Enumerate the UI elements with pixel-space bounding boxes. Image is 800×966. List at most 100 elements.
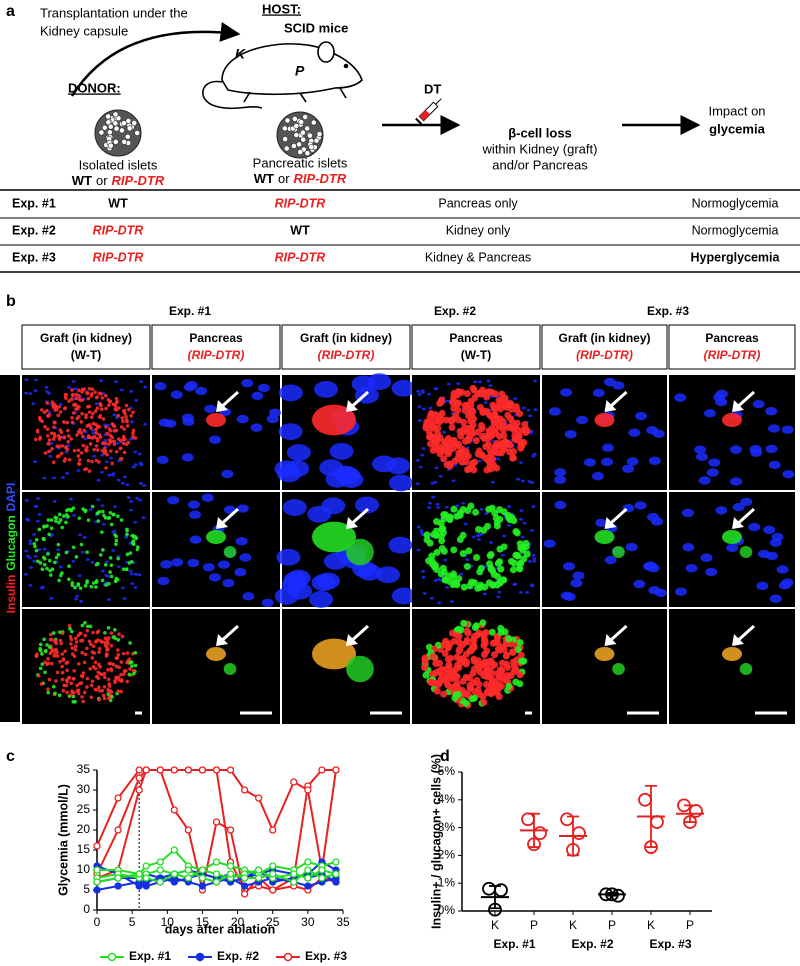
nucleus bbox=[782, 470, 795, 479]
stain-cell bbox=[501, 394, 509, 402]
nucleus bbox=[652, 429, 665, 438]
stain-cell bbox=[88, 642, 93, 647]
stain-cell bbox=[60, 664, 65, 669]
point bbox=[240, 874, 249, 882]
stain-cell bbox=[98, 672, 102, 676]
nucleus bbox=[24, 549, 29, 553]
stain-cell bbox=[489, 455, 497, 463]
islet-cell bbox=[281, 125, 288, 132]
islet-cell bbox=[297, 149, 304, 155]
stain-cell bbox=[64, 661, 69, 665]
stain-cell bbox=[498, 682, 506, 690]
nucleus bbox=[35, 519, 40, 523]
nucleus bbox=[715, 506, 728, 515]
stain-cell bbox=[503, 660, 511, 668]
stain-cell bbox=[43, 557, 47, 561]
stain-blob bbox=[206, 413, 226, 427]
stain-cell bbox=[95, 424, 100, 429]
nucleus bbox=[461, 501, 466, 505]
nucleus bbox=[56, 548, 61, 552]
stain-cell bbox=[42, 410, 47, 415]
stain-cell bbox=[485, 411, 493, 419]
nucleus bbox=[133, 463, 138, 467]
nucleus bbox=[24, 378, 29, 382]
nucleus bbox=[131, 465, 136, 469]
stain-cell bbox=[125, 660, 129, 665]
nucleus bbox=[158, 418, 171, 427]
point bbox=[269, 826, 277, 834]
point bbox=[93, 866, 101, 874]
point bbox=[170, 766, 178, 774]
stain-cell bbox=[47, 438, 52, 442]
stain-cell bbox=[440, 690, 448, 698]
stain-cell bbox=[452, 412, 460, 420]
stain-cell bbox=[522, 425, 530, 433]
x-tick-label: P bbox=[686, 918, 694, 932]
stain-cell bbox=[47, 677, 52, 682]
stain-cell bbox=[64, 683, 69, 688]
nucleus bbox=[66, 386, 71, 389]
stain-cell bbox=[45, 643, 49, 647]
stain-cell bbox=[131, 534, 136, 538]
stain-cell bbox=[440, 455, 448, 463]
x-tick-label: K bbox=[491, 918, 499, 932]
nucleus bbox=[602, 443, 615, 452]
point bbox=[304, 786, 312, 794]
micrograph bbox=[669, 609, 795, 724]
stain-cell bbox=[86, 435, 91, 440]
stain-cell bbox=[433, 687, 441, 695]
point bbox=[255, 874, 263, 882]
stain-cell bbox=[86, 518, 91, 522]
stain-cell bbox=[488, 425, 496, 433]
nucleus bbox=[435, 502, 440, 506]
stain-cell bbox=[50, 446, 54, 451]
point bbox=[156, 766, 164, 774]
nucleus bbox=[700, 553, 713, 562]
stain-cell bbox=[459, 549, 467, 557]
arrow-head bbox=[732, 517, 744, 529]
column-title: Graft (in kidney) bbox=[300, 331, 392, 345]
nucleus bbox=[73, 387, 78, 391]
stain-cell bbox=[458, 388, 466, 396]
stain-cell bbox=[436, 445, 444, 453]
stain-cell bbox=[472, 437, 480, 445]
stain-cell bbox=[60, 670, 65, 675]
stain-cell bbox=[97, 415, 102, 420]
column-title: Pancreas bbox=[189, 331, 243, 345]
column-title: Graft (in kidney) bbox=[558, 331, 650, 345]
stain-cell bbox=[492, 514, 500, 522]
stain-cell bbox=[79, 542, 84, 547]
stain-cell bbox=[487, 690, 495, 698]
nucleus bbox=[103, 438, 108, 442]
panel-b: Insulin Glucagon DAPI Exp. #1 Exp. #2 Exp. #… bbox=[0, 304, 796, 724]
nucleus bbox=[532, 559, 537, 563]
nucleus bbox=[42, 476, 47, 480]
stain-cell bbox=[476, 668, 484, 676]
stain-cell bbox=[497, 449, 505, 457]
nucleus bbox=[129, 500, 134, 503]
stain-cell bbox=[440, 547, 448, 555]
micrograph bbox=[152, 609, 280, 724]
stain-cell bbox=[121, 651, 126, 656]
y-tick-label: 15 bbox=[77, 842, 91, 856]
stain-cell bbox=[509, 658, 517, 666]
islet-cell bbox=[125, 118, 132, 124]
y-tick-label: 5% bbox=[438, 764, 456, 778]
nucleus bbox=[554, 475, 567, 485]
legend-label: Exp. #2 bbox=[217, 949, 259, 963]
stain-cell bbox=[76, 583, 81, 587]
host-name: SCID mice bbox=[284, 20, 348, 35]
nucleus bbox=[114, 380, 119, 384]
stain-cell bbox=[483, 647, 491, 655]
nucleus bbox=[388, 536, 413, 554]
micrograph bbox=[669, 375, 795, 490]
table-cell: Kidney only bbox=[446, 223, 511, 237]
stain-cell bbox=[467, 427, 475, 435]
stain-cell bbox=[125, 419, 129, 424]
stain-cell bbox=[78, 586, 83, 591]
stain-cell bbox=[454, 691, 462, 699]
nucleus bbox=[120, 586, 125, 590]
stain-cell bbox=[69, 637, 74, 642]
note: Transplantation under the bbox=[40, 5, 188, 20]
table-cell: RIP-DTR bbox=[93, 223, 144, 237]
